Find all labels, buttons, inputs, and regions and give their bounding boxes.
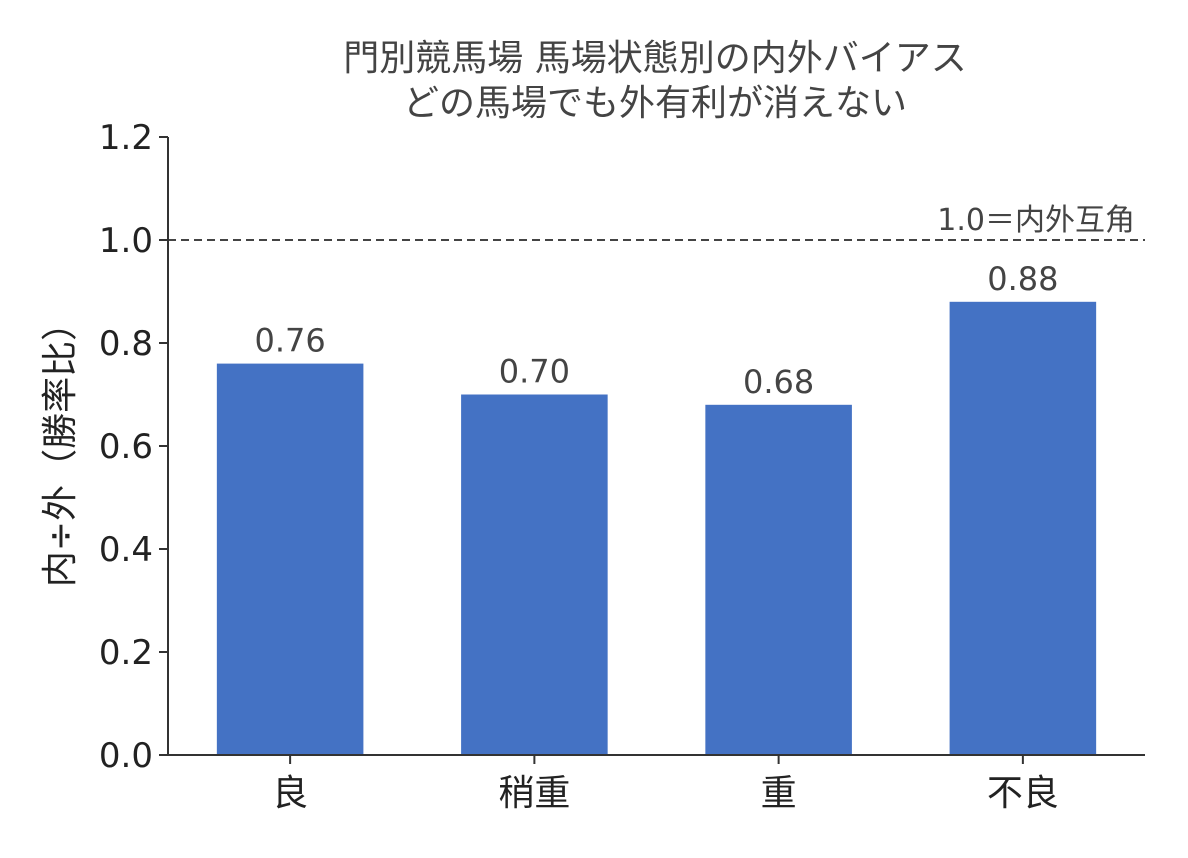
bar-value-label: 0.76 (255, 322, 326, 360)
y-axis-label: 内÷外（勝率比） (40, 305, 81, 587)
bar (216, 363, 364, 755)
x-category-label: 不良 (987, 773, 1059, 814)
bar (705, 404, 852, 755)
bar-value-label: 0.70 (499, 353, 570, 391)
x-category-label: 重 (761, 773, 797, 814)
y-tick-label: 0.2 (99, 633, 153, 673)
y-tick-label: 0.4 (99, 530, 153, 570)
y-tick-label: 0.0 (99, 736, 153, 776)
reference-line-label: 1.0＝内外互角 (937, 203, 1135, 238)
chart-title-line-1: 門別競馬場 馬場状態別の内外バイアス (343, 38, 966, 79)
x-category-label: 稍重 (498, 773, 570, 814)
y-tick-label: 0.8 (99, 324, 153, 364)
y-tick-label: 1.0 (99, 221, 153, 261)
x-category-label: 良 (272, 773, 308, 814)
y-axis-ticks: 0.0 0.2 0.4 0.6 0.8 1.0 1.2 (99, 118, 168, 776)
bar-value-label: 0.88 (987, 260, 1058, 298)
x-axis-ticks: 良 稍重 重 不良 (272, 755, 1059, 814)
y-tick-label: 0.6 (99, 427, 153, 467)
bars-group: 0.76 0.70 0.68 0.88 (216, 260, 1097, 755)
y-tick-label: 1.2 (99, 118, 153, 158)
bar-value-label: 0.68 (743, 363, 814, 401)
chart-title-line-2: どの馬場でも外有利が消えない (403, 83, 907, 124)
bar (949, 301, 1097, 755)
bar (461, 394, 608, 755)
